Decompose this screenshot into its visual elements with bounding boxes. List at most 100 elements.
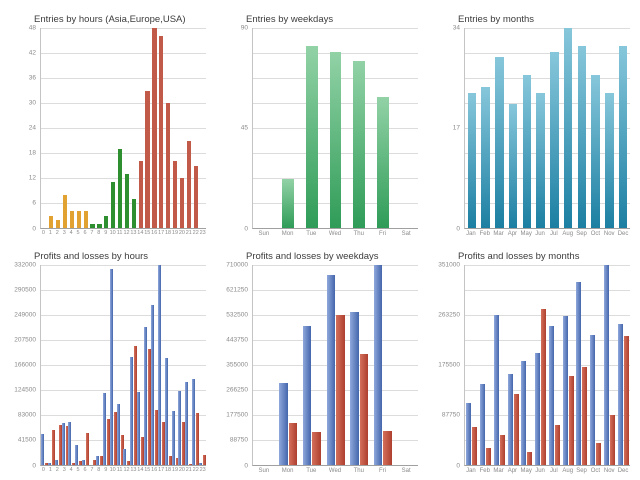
losses-bar [134,346,138,465]
losses-bar [51,430,55,465]
profits-bar [61,423,65,465]
x-axis-label: Jul [550,468,558,474]
x-axis-label: Feb [479,231,490,237]
bar-group [178,265,186,465]
x-axis-label: 3 [62,230,66,236]
bar [329,52,342,228]
profits-bar [326,275,336,465]
bar [69,211,75,228]
bars-layer [41,28,206,228]
x-axis: Sun Mon Tue Wed Thu Fri Sat [252,230,418,241]
bar [166,103,171,228]
y-axis-label: 42 [28,48,36,56]
losses-bar [288,422,298,465]
x-axis-label: 2 [55,467,59,473]
bar-group [130,28,137,228]
losses-bar [79,461,83,465]
losses-bar [120,434,124,465]
profits-bar [521,361,527,465]
x-axis-label: 18 [164,467,172,473]
x-axis-label: 21 [185,230,192,236]
x-axis-label: 2 [55,230,59,236]
bar-group [192,265,200,465]
bar [76,211,81,228]
bar-group [171,265,179,465]
plot-area [40,28,206,229]
x-axis-label: Jan [466,468,476,474]
gridline [465,28,630,29]
chart-entries-by-weekdays: Entries by weekdays 0 45 90 Sun Mon Tue Wed Th… [218,14,422,241]
bar-group [144,265,152,465]
y-axis-label: 266250 [226,386,248,394]
y-axis-label: 290500 [14,285,36,293]
gridline [253,440,418,441]
x-axis: 0 1 2 3 4 5 6 7 8 9 10 11 12 13 14 15 16 17 18 19 20 21 22 23 [40,467,206,478]
gridline [41,28,206,29]
bar-group [117,28,124,228]
losses-bar [44,462,48,465]
losses-bar [513,394,519,465]
gridline [465,103,630,104]
bar [193,165,198,228]
losses-bar [541,308,547,465]
x-axis-label: Aug [562,468,574,474]
x-axis-label: 1 [48,230,52,236]
gridline [465,128,630,129]
bar-group [102,265,110,465]
bars-layer [40,265,207,465]
x-axis-label: 0 [41,467,45,473]
bar-group [68,265,76,465]
profits-bar [507,373,513,465]
profits-bar [185,381,189,465]
x-axis-label: Sun [258,468,270,474]
x-axis-label: Sep [576,231,587,237]
bar-group [534,28,548,228]
bar-group [82,28,89,228]
y-axis-label: 17 [452,124,460,132]
x-axis-label: 5 [76,467,80,473]
losses-bar [472,426,478,465]
chart-title: Entries by hours (Asia,Europe,USA) [34,14,186,25]
chart-entries-by-months: Entries by months 0 17 34 Jan Feb Mar Apr May J… [430,14,634,241]
bar [186,140,191,228]
bars-layer [465,28,630,228]
x-axis-label: Nov [603,468,615,474]
bar-group [347,265,371,465]
bar-group [185,265,193,465]
x-axis-label: Tue [306,468,317,474]
profits-bar [603,265,609,465]
profits-bar [68,421,72,465]
gridline [253,415,418,416]
y-axis-label: 710000 [226,260,248,268]
y-axis: 0 17 34 [430,24,464,231]
bar-group [520,28,534,228]
x-axis-label: 6 [83,230,87,236]
profits-bar [590,334,596,465]
bar-group [199,265,207,465]
profits-bar [562,316,568,465]
bar-group [324,265,348,465]
x-axis-label: 5 [76,230,80,236]
gridline [41,203,206,204]
y-axis-label: 532500 [226,311,248,318]
bar [550,51,559,228]
x-axis-label: 7 [90,230,94,236]
gridline [41,53,206,54]
x-axis-label: 10 [109,230,116,236]
profits-bar [102,392,106,465]
y-axis: 0 6 12 18 24 30 36 42 48 [6,24,40,231]
profits-bar [199,463,203,465]
x-axis-label: 12 [123,467,130,473]
bar-group [103,28,110,228]
losses-bar [486,448,492,465]
bar [138,161,143,228]
x-axis-label: May [520,468,532,474]
y-axis-label: 0 [32,224,36,232]
y-axis-label: 18 [28,149,36,157]
x-axis-label: 4 [69,230,73,236]
plot-area [252,28,418,229]
x-axis-label: Nov [603,231,615,237]
x-axis-label: Oct [590,468,601,474]
x-axis-label: 23 [199,230,206,236]
